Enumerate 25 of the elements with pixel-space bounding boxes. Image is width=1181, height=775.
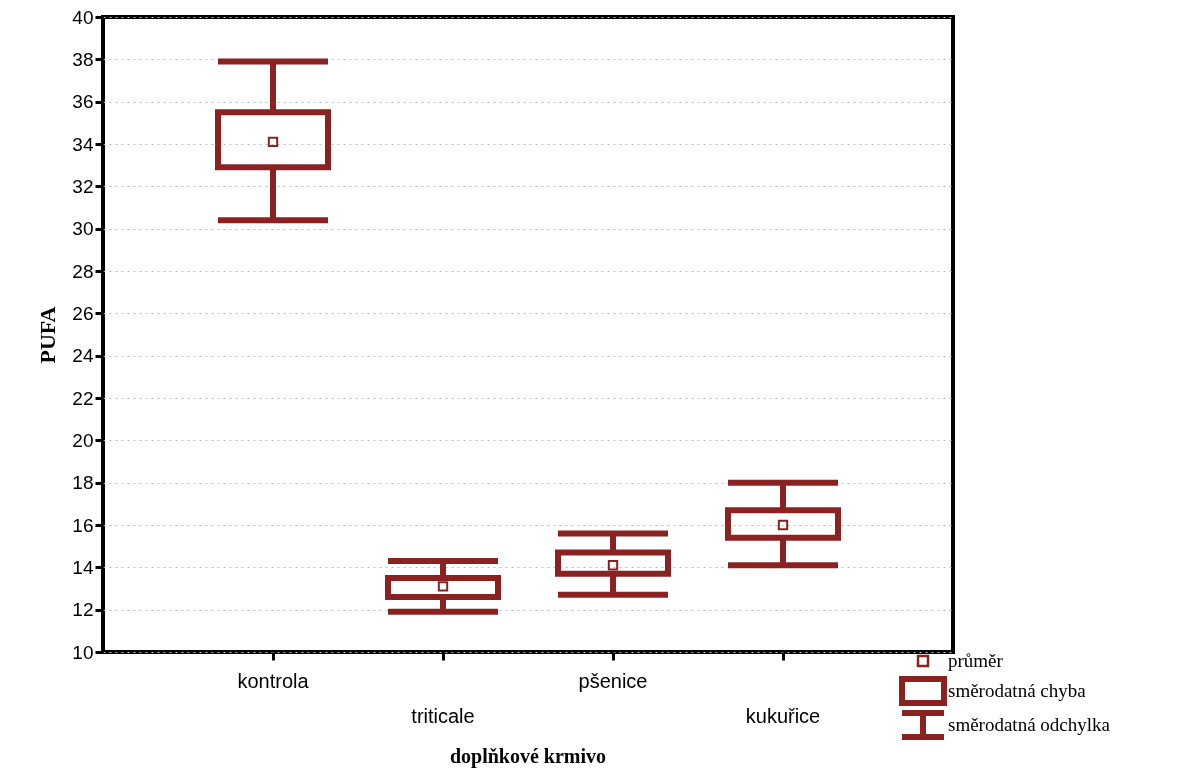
y-tick-label: 28 [72,260,94,282]
x-tick-label: kontrola [237,670,310,692]
x-tick-label: kukuřice [745,705,821,727]
y-tick-label: 26 [72,302,94,324]
y-tick-label: 20 [72,429,94,451]
y-tick-label: 18 [72,472,94,494]
y-tick-label: 30 [72,218,94,240]
y-axis-title: PUFA [35,306,61,364]
y-tick-label: 24 [72,345,94,367]
y-tick-label: 36 [72,91,94,113]
x-axis-title: doplňkové krmivo [449,745,607,768]
y-tick-label: 12 [72,599,94,621]
y-tick-label: 10 [72,641,94,663]
y-tick-label: 22 [72,387,94,409]
y-tick-label: 38 [72,48,94,70]
y-tick-label: 32 [72,175,94,197]
y-tick-label: 40 [72,6,94,28]
x-tick-label: pšenice [578,670,648,692]
annotation: průměr [948,650,1003,672]
y-tick-label: 14 [72,556,94,578]
text: směrodatná odchylka [948,714,1110,736]
y-tick-label: 34 [72,133,94,155]
text: směrodatná chyba [948,680,1086,702]
y-tick-label: 16 [72,514,94,536]
x-tick-label: triticale [411,705,475,727]
